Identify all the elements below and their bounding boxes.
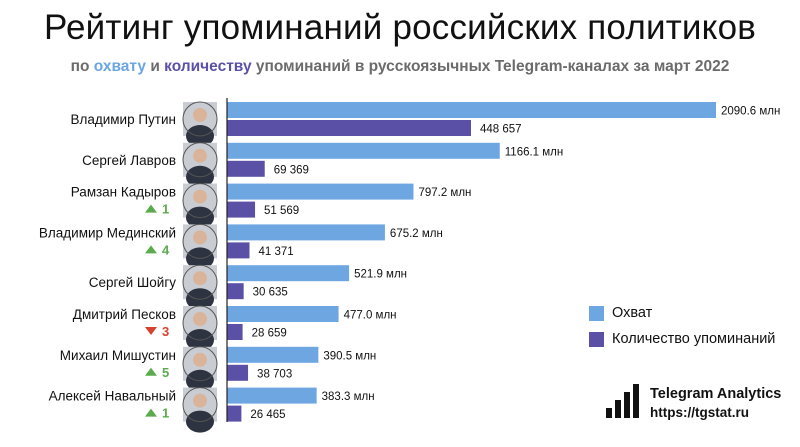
rank-change-value: 4	[162, 242, 170, 257]
bar-reach	[227, 387, 317, 404]
data-label-mentions: 41 371	[258, 246, 293, 258]
data-label-reach: 797.2 млн	[418, 187, 471, 199]
rank-change-value: 5	[162, 365, 169, 380]
avatar-head	[193, 148, 207, 163]
brand-url: https://tgstat.ru	[650, 405, 749, 420]
legend-swatch-count	[589, 331, 604, 347]
bar-reach	[227, 265, 350, 282]
data-label-reach: 1166.1 млн	[505, 146, 563, 158]
data-label-mentions: 26 465	[250, 409, 285, 421]
data-label-mentions: 28 659	[252, 328, 287, 340]
avatar-border	[182, 223, 218, 259]
avatar-border	[182, 264, 218, 300]
rank-down-icon	[145, 327, 157, 335]
avatar-border	[182, 101, 218, 137]
rank-up-icon	[145, 245, 157, 254]
bar-mentions	[227, 283, 244, 300]
bar-reach	[227, 142, 500, 159]
data-label-mentions: 51 569	[264, 205, 299, 217]
category-label: Владимир Мединский	[39, 225, 176, 240]
chart-subtitle: по охвату и количеству упоминаний в русс…	[0, 58, 800, 76]
bar-reach	[227, 183, 414, 200]
avatar-border	[182, 305, 218, 341]
avatar-border	[182, 183, 218, 219]
data-label-reach: 390.5 млн	[323, 350, 376, 362]
avatar-head	[193, 393, 207, 408]
category-label: Алексей Навальный	[49, 389, 176, 404]
rank-up-icon	[145, 204, 157, 213]
data-label-reach: 477.0 млн	[344, 310, 397, 322]
avatar-border	[182, 142, 218, 178]
category-label: Михаил Мишустин	[60, 348, 176, 363]
avatar-head	[193, 230, 207, 245]
rank-change-value: 1	[162, 202, 169, 217]
category-label: Сергей Лавров	[82, 153, 176, 168]
bar-reach	[227, 224, 385, 241]
rank-change-value: 3	[162, 324, 169, 339]
avatar-border	[182, 346, 218, 382]
avatar-head	[193, 352, 207, 367]
avatar-head	[193, 312, 207, 326]
rank-up-icon	[145, 367, 157, 376]
bar-reach	[227, 306, 339, 322]
avatar-head	[193, 189, 207, 204]
avatar-head	[193, 108, 207, 122]
bar-mentions	[227, 324, 243, 340]
data-label-reach: 2090.6 млн	[721, 106, 780, 118]
avatar-head	[193, 271, 207, 286]
avatar-border	[182, 387, 218, 423]
bar-mentions	[227, 242, 250, 259]
bar-mentions	[227, 364, 249, 381]
subtitle-text: и	[146, 58, 165, 75]
brand-name: Telegram Analytics	[650, 386, 782, 402]
data-label-mentions: 69 369	[274, 164, 309, 176]
rank-change-value: 1	[162, 406, 169, 421]
data-label-reach: 521.9 млн	[354, 269, 407, 281]
data-label-mentions: 38 703	[257, 368, 292, 380]
bar-mentions	[227, 120, 471, 136]
category-label: Владимир Путин	[70, 112, 176, 127]
bar-mentions	[227, 405, 242, 422]
subtitle-count-word: количеству	[164, 58, 252, 75]
legend-item-count: Количество упоминаний	[589, 331, 775, 347]
data-label-mentions: 448 657	[480, 124, 522, 136]
bar-reach	[227, 346, 319, 363]
data-label-reach: 675.2 млн	[390, 228, 443, 240]
data-label-mentions: 30 635	[253, 287, 288, 299]
category-label: Сергей Шойгу	[89, 275, 177, 290]
chart-title: Рейтинг упоминаний российских политиков	[43, 8, 757, 47]
legend-item-reach: Охват	[589, 305, 652, 321]
bar-mentions	[227, 201, 256, 218]
legend-label-count: Количество упоминаний	[612, 331, 776, 347]
rank-up-icon	[145, 408, 157, 417]
category-label: Дмитрий Песков	[73, 307, 176, 322]
data-label-reach: 383.3 млн	[322, 391, 375, 403]
legend-swatch-reach	[589, 305, 604, 321]
subtitle-reach-word: охвату	[93, 58, 147, 75]
subtitle-text: упоминаний в русскоязычных Telegram-кана…	[251, 58, 730, 75]
subtitle-text: по	[70, 58, 94, 75]
bar-chart-logo-icon	[606, 384, 639, 418]
category-label: Рамзан Кадыров	[71, 185, 176, 200]
bar-reach	[227, 102, 716, 118]
bar-mentions	[227, 160, 265, 177]
legend-label-reach: Охват	[612, 305, 653, 321]
